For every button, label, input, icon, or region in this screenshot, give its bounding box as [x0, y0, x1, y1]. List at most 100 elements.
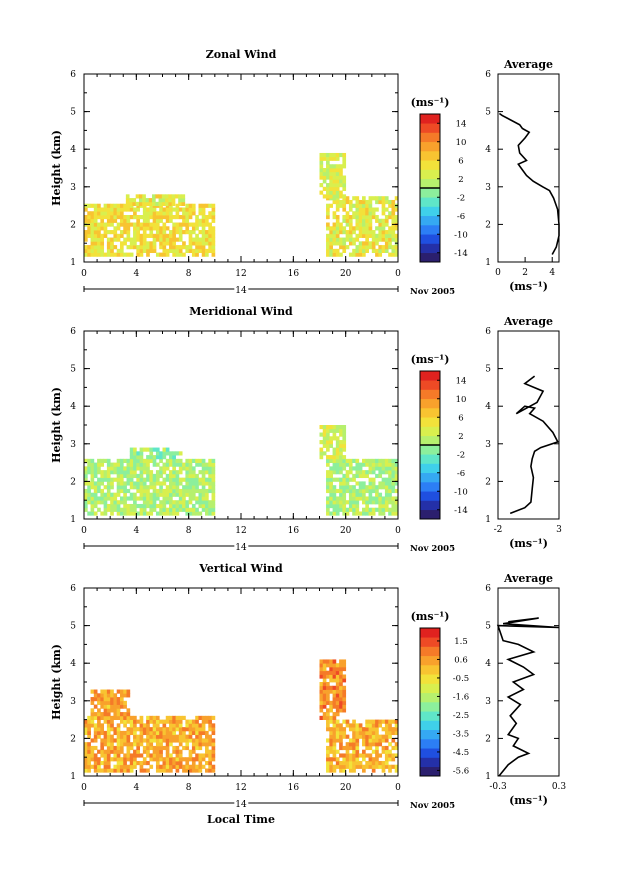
x-tick-label: 12	[235, 526, 246, 536]
heatmap-cell	[371, 230, 376, 235]
heatmap-cell	[146, 753, 150, 758]
heatmap-cell	[358, 226, 363, 231]
heatmap-cell	[146, 745, 150, 751]
heatmap-cell	[358, 233, 363, 238]
heatmap-cell	[90, 749, 95, 754]
heatmap-cell	[326, 503, 330, 509]
heatmap-cell	[345, 245, 350, 250]
heatmap-cell	[319, 425, 324, 430]
heatmap-cell	[87, 500, 91, 505]
heatmap-cell	[106, 760, 111, 766]
heatmap-cell	[388, 500, 392, 505]
heatmap-cell	[110, 492, 114, 497]
heatmap-cell	[175, 719, 180, 724]
heatmap-cell	[342, 215, 347, 220]
heatmap-cell	[358, 727, 363, 732]
heatmap-cell	[119, 488, 124, 494]
average-x-tick-label: -0.3	[489, 782, 507, 792]
heatmap-cell	[188, 496, 193, 501]
heatmap-cell	[339, 443, 343, 448]
heatmap-cell	[165, 496, 170, 501]
heatmap-cell	[139, 215, 144, 220]
heatmap-cell	[172, 241, 176, 246]
heatmap-cell	[339, 685, 343, 690]
heatmap-cell	[139, 466, 144, 471]
heatmap-cell	[106, 211, 111, 216]
heatmap-cell	[178, 503, 183, 509]
heatmap-cell	[126, 738, 131, 743]
heatmap-cell	[136, 233, 141, 238]
heatmap-cell	[358, 199, 363, 205]
heatmap-cell	[381, 233, 386, 238]
heatmap-cell	[362, 742, 366, 747]
heatmap-cell	[322, 685, 327, 690]
heatmap-cell	[384, 745, 389, 751]
heatmap-cell	[329, 708, 333, 713]
heatmap-cell	[391, 199, 396, 205]
heatmap-cell	[158, 194, 163, 199]
heatmap-cell	[326, 700, 330, 705]
heatmap-cell	[335, 704, 340, 709]
heatmap-cell	[175, 760, 180, 766]
heatmap-cell	[172, 466, 176, 471]
heatmap-cell	[172, 503, 176, 509]
heatmap-cell	[169, 485, 173, 490]
heatmap-cell	[201, 757, 206, 762]
heatmap-cell	[90, 245, 95, 250]
heatmap-cell	[329, 226, 333, 231]
heatmap-cell	[103, 500, 108, 505]
heatmap-cell	[178, 507, 183, 512]
heatmap-cell	[119, 207, 124, 212]
heatmap-cell	[155, 730, 160, 736]
heatmap-cell	[368, 211, 373, 216]
heatmap-cell	[352, 764, 356, 769]
heatmap-cell	[165, 215, 170, 220]
heatmap-cell	[106, 712, 111, 717]
heatmap-cell	[365, 215, 369, 220]
heatmap-cell	[87, 462, 91, 467]
heatmap-cell	[205, 760, 209, 766]
y-tick-label: 6	[70, 70, 76, 80]
heatmap-cell	[188, 211, 193, 216]
heatmap-cell	[188, 207, 193, 212]
heatmap-cell	[205, 252, 209, 257]
colorbar-tick-label: -10	[454, 487, 468, 497]
heatmap-cell	[159, 764, 163, 769]
heatmap-cell	[368, 245, 373, 250]
heatmap-cell	[394, 481, 399, 486]
heatmap-cell	[159, 738, 163, 743]
heatmap-cell	[93, 738, 98, 743]
heatmap-cell	[97, 760, 101, 766]
heatmap-cell	[319, 183, 324, 188]
heatmap-cell	[201, 477, 206, 482]
heatmap-cell	[355, 196, 360, 201]
average-y-tick-label: 4	[485, 659, 491, 669]
heatmap-cell	[205, 233, 209, 238]
heatmap-cell	[358, 481, 363, 486]
heatmap-cell	[175, 211, 180, 216]
y-axis-label: Height (km)	[50, 644, 63, 720]
heatmap-cell	[329, 194, 333, 199]
heatmap-cell	[358, 734, 363, 739]
heatmap-cell	[368, 507, 373, 512]
heatmap-cell	[362, 196, 366, 201]
heatmap-cell	[116, 458, 121, 463]
heatmap-cell	[175, 226, 180, 231]
heatmap-cell	[136, 734, 141, 739]
heatmap-cell	[388, 462, 392, 467]
heatmap-cell	[136, 503, 141, 509]
heatmap-cell	[211, 241, 216, 246]
heatmap-cell	[365, 488, 369, 494]
heatmap-cell	[159, 719, 163, 724]
heatmap-cell	[169, 462, 173, 467]
heatmap-cell	[211, 511, 216, 516]
heatmap-cell	[165, 477, 170, 482]
heatmap-cell	[388, 470, 392, 475]
heatmap-cell	[165, 241, 170, 246]
heatmap-cell	[133, 503, 137, 509]
heatmap-cell	[329, 689, 333, 694]
heatmap-cell	[355, 473, 360, 479]
heatmap-cell	[319, 697, 324, 702]
heatmap-cell	[139, 507, 144, 512]
heatmap-cell	[378, 245, 383, 250]
